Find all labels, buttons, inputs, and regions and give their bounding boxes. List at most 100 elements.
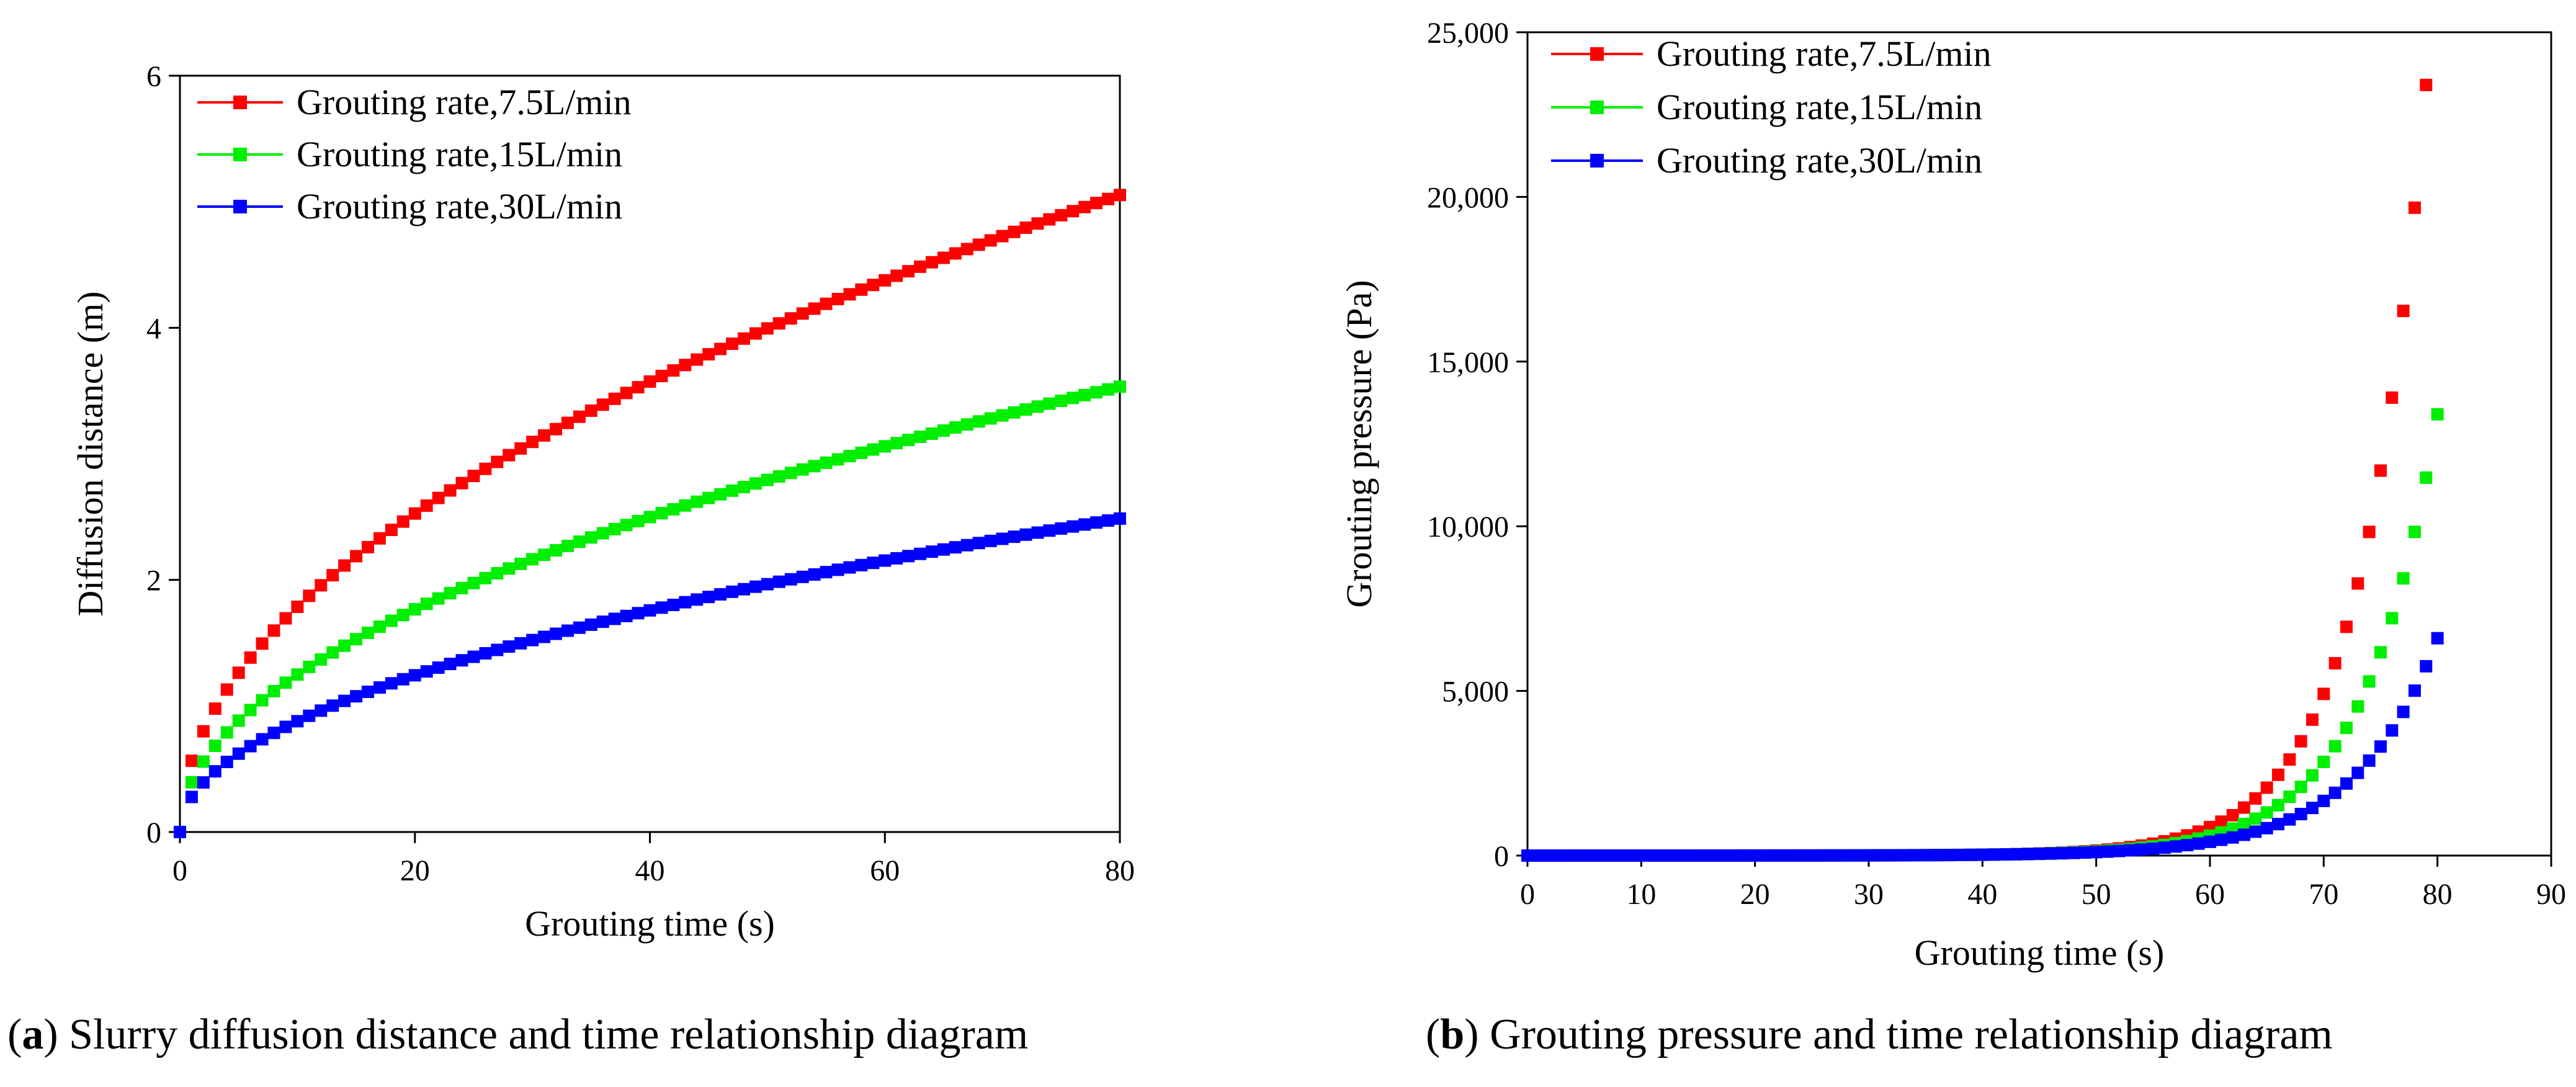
data-point: [643, 511, 656, 524]
data-point: [1055, 395, 1068, 408]
data-point: [1067, 391, 1080, 405]
data-point: [608, 522, 621, 535]
data-point: [643, 375, 656, 388]
x-tick-label: 80: [2423, 878, 2453, 911]
data-point: [655, 507, 668, 520]
data-point: [491, 643, 504, 656]
data-point: [1078, 200, 1091, 213]
data-point: [1102, 514, 1115, 527]
data-point: [796, 463, 809, 476]
data-point: [2420, 660, 2433, 673]
data-point: [2397, 305, 2410, 318]
data-point: [338, 559, 351, 572]
data-point: [984, 534, 997, 547]
data-point: [2090, 846, 2103, 859]
data-point: [2374, 646, 2387, 659]
data-point: [2374, 464, 2387, 477]
data-point: [185, 754, 198, 767]
data-point: [408, 603, 421, 616]
data-point: [267, 685, 280, 698]
data-point: [1919, 849, 1932, 862]
data-point: [1055, 522, 1068, 535]
data-point: [2340, 620, 2353, 633]
data-point: [855, 558, 868, 571]
data-point: [1840, 849, 1853, 862]
data-point: [396, 515, 409, 528]
data-point: [655, 369, 668, 382]
data-point: [890, 552, 903, 565]
data-point: [561, 624, 574, 637]
legend-label: Grouting rate,15L/min: [1657, 87, 1982, 127]
data-point: [303, 709, 316, 722]
data-point: [596, 527, 609, 540]
data-point: [2260, 806, 2273, 819]
data-point: [467, 576, 480, 589]
legend-marker: [1590, 154, 1604, 168]
x-tick-label: 40: [1967, 878, 1997, 911]
data-point: [2249, 792, 2262, 805]
data-point: [467, 650, 480, 663]
data-point: [691, 353, 704, 366]
data-point: [1703, 849, 1716, 862]
data-point: [972, 415, 985, 428]
data-point: [538, 429, 551, 442]
data-point: [197, 725, 210, 738]
data-point: [855, 446, 868, 459]
data-point: [2408, 201, 2421, 214]
data-point: [914, 431, 927, 444]
data-point: [879, 440, 892, 453]
data-point: [1942, 849, 1955, 862]
data-point: [1965, 848, 1977, 861]
data-point: [526, 436, 539, 449]
data-point: [315, 704, 328, 717]
y-tick-label: 6: [146, 60, 161, 93]
y-tick-label: 25,000: [1427, 17, 1509, 50]
x-tick-label: 80: [1105, 854, 1135, 887]
data-point: [926, 545, 938, 558]
data-point: [1782, 849, 1796, 862]
data-point: [1885, 849, 1898, 862]
data-point: [2272, 798, 2284, 812]
data-point: [2135, 843, 2148, 856]
data-point: [2113, 844, 2126, 857]
data-point: [303, 660, 316, 673]
data-point: [362, 626, 374, 639]
data-point: [2294, 808, 2307, 821]
data-point: [738, 583, 750, 596]
data-point: [1043, 524, 1056, 537]
data-point: [879, 554, 892, 567]
data-point: [632, 514, 645, 527]
data-point: [2226, 831, 2239, 844]
legend-marker: [233, 96, 247, 109]
data-point: [1008, 225, 1021, 238]
data-point: [396, 673, 409, 686]
data-point: [2420, 471, 2433, 484]
caption-b-letter: b: [1440, 1011, 1465, 1058]
data-point: [2226, 808, 2239, 821]
data-point: [2408, 684, 2421, 697]
data-point: [714, 342, 727, 356]
data-point: [1748, 849, 1761, 862]
data-point: [2158, 841, 2171, 854]
data-point: [926, 256, 938, 269]
x-tick-label: 50: [2082, 878, 2111, 911]
data-point: [1590, 849, 1602, 862]
data-point: [208, 740, 221, 753]
data-point: [1863, 849, 1875, 862]
data-point: [972, 537, 985, 550]
data-point: [2306, 713, 2319, 726]
data-point: [667, 364, 680, 377]
data-point: [1031, 526, 1044, 539]
data-point: [2272, 768, 2284, 781]
data-point: [584, 618, 597, 631]
data-point: [315, 579, 328, 592]
data-point: [808, 460, 821, 473]
data-point: [1828, 849, 1841, 862]
data-point: [1635, 849, 1648, 862]
data-point: [2101, 845, 2114, 858]
data-point: [1851, 849, 1864, 862]
data-point: [2431, 408, 2444, 421]
data-point: [2328, 740, 2341, 753]
data-point: [655, 601, 668, 614]
data-point: [784, 312, 797, 325]
